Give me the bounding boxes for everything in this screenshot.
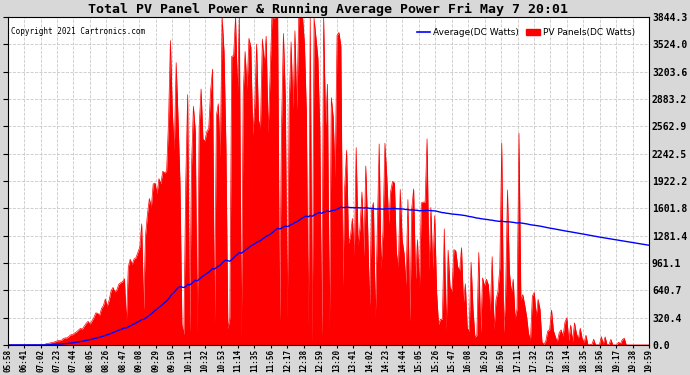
Title: Total PV Panel Power & Running Average Power Fri May 7 20:01: Total PV Panel Power & Running Average P… xyxy=(88,3,569,16)
Legend: Average(DC Watts), PV Panels(DC Watts): Average(DC Watts), PV Panels(DC Watts) xyxy=(413,25,638,41)
Text: Copyright 2021 Cartronics.com: Copyright 2021 Cartronics.com xyxy=(11,27,145,36)
